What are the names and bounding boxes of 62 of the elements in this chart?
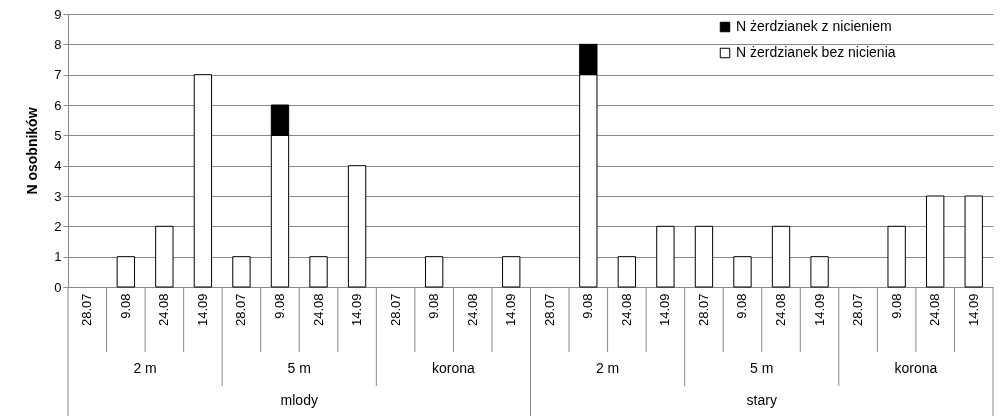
x-tick-label: 24.08 xyxy=(310,293,326,327)
bar xyxy=(733,256,752,288)
bar xyxy=(656,225,675,288)
x-tick-label: 24.08 xyxy=(618,293,634,327)
bar xyxy=(617,256,637,288)
y-tick-label: 8 xyxy=(54,36,62,52)
x-tick-label: 9.08 xyxy=(580,293,596,319)
legend-label: N żerdzianek z nicieniem xyxy=(736,18,892,34)
x-tick-label: 9.08 xyxy=(271,293,287,319)
bar xyxy=(502,256,521,288)
x-tick-label: 28.07 xyxy=(387,293,403,327)
x-tick-label: 14.09 xyxy=(194,293,210,327)
y-tick-label: 5 xyxy=(54,127,62,143)
text: 2 m xyxy=(133,360,157,376)
x-tick-label: 24.08 xyxy=(464,293,480,327)
bar xyxy=(771,225,791,288)
text: 2 m xyxy=(595,360,620,376)
text: stary xyxy=(746,392,777,408)
x-tick-label: 28.07 xyxy=(233,293,249,327)
text: korona xyxy=(432,360,476,376)
bar xyxy=(887,225,906,288)
bar xyxy=(926,195,945,288)
bar xyxy=(810,256,829,288)
bar xyxy=(347,165,367,288)
bar xyxy=(116,256,135,288)
bar xyxy=(155,225,174,288)
x-tick-label: 24.08 xyxy=(773,293,789,327)
bar xyxy=(424,256,444,288)
x-tick-label: 24.08 xyxy=(156,293,172,327)
x-tick-label: 9.08 xyxy=(426,293,442,319)
bar xyxy=(964,195,983,288)
x-tick-label: 28.07 xyxy=(541,293,557,327)
y-tick-label: 9 xyxy=(54,6,62,22)
bar xyxy=(694,225,714,288)
x-tick-label: 9.08 xyxy=(117,293,133,319)
legend-label: N żerdzianek bez nicienia xyxy=(736,44,896,60)
x-tick-label: 28.07 xyxy=(695,293,711,327)
x-tick-label: 28.07 xyxy=(79,293,95,327)
x-tick-label: 28.07 xyxy=(850,293,866,327)
y-tick-label: 1 xyxy=(54,249,62,265)
bar xyxy=(309,256,328,288)
y-tick-label: 4 xyxy=(54,158,62,174)
y-tick-label: 2 xyxy=(54,218,62,234)
y-tick-label: 7 xyxy=(54,67,62,83)
y-tick-label: 6 xyxy=(54,97,62,113)
x-tick-label: 14.09 xyxy=(657,293,673,327)
text: 5 m xyxy=(750,360,774,376)
y-axis-title: N osobników xyxy=(24,107,41,195)
x-tick-label: 9.08 xyxy=(888,293,904,319)
x-tick-label: 14.09 xyxy=(811,293,827,327)
x-tick-label: 9.08 xyxy=(734,293,750,319)
x-tick-label: 14.09 xyxy=(965,293,981,327)
text: korona xyxy=(894,360,938,376)
x-tick-label: 24.08 xyxy=(927,293,943,327)
bar xyxy=(232,256,251,288)
text: mlody xyxy=(280,392,318,408)
x-tick-label: 14.09 xyxy=(349,293,365,327)
x-tick-label: 14.09 xyxy=(503,293,519,327)
y-tick-label: 3 xyxy=(54,188,62,204)
text: 5 m xyxy=(287,360,311,376)
bar xyxy=(193,74,213,288)
y-tick-label: 0 xyxy=(54,279,62,295)
